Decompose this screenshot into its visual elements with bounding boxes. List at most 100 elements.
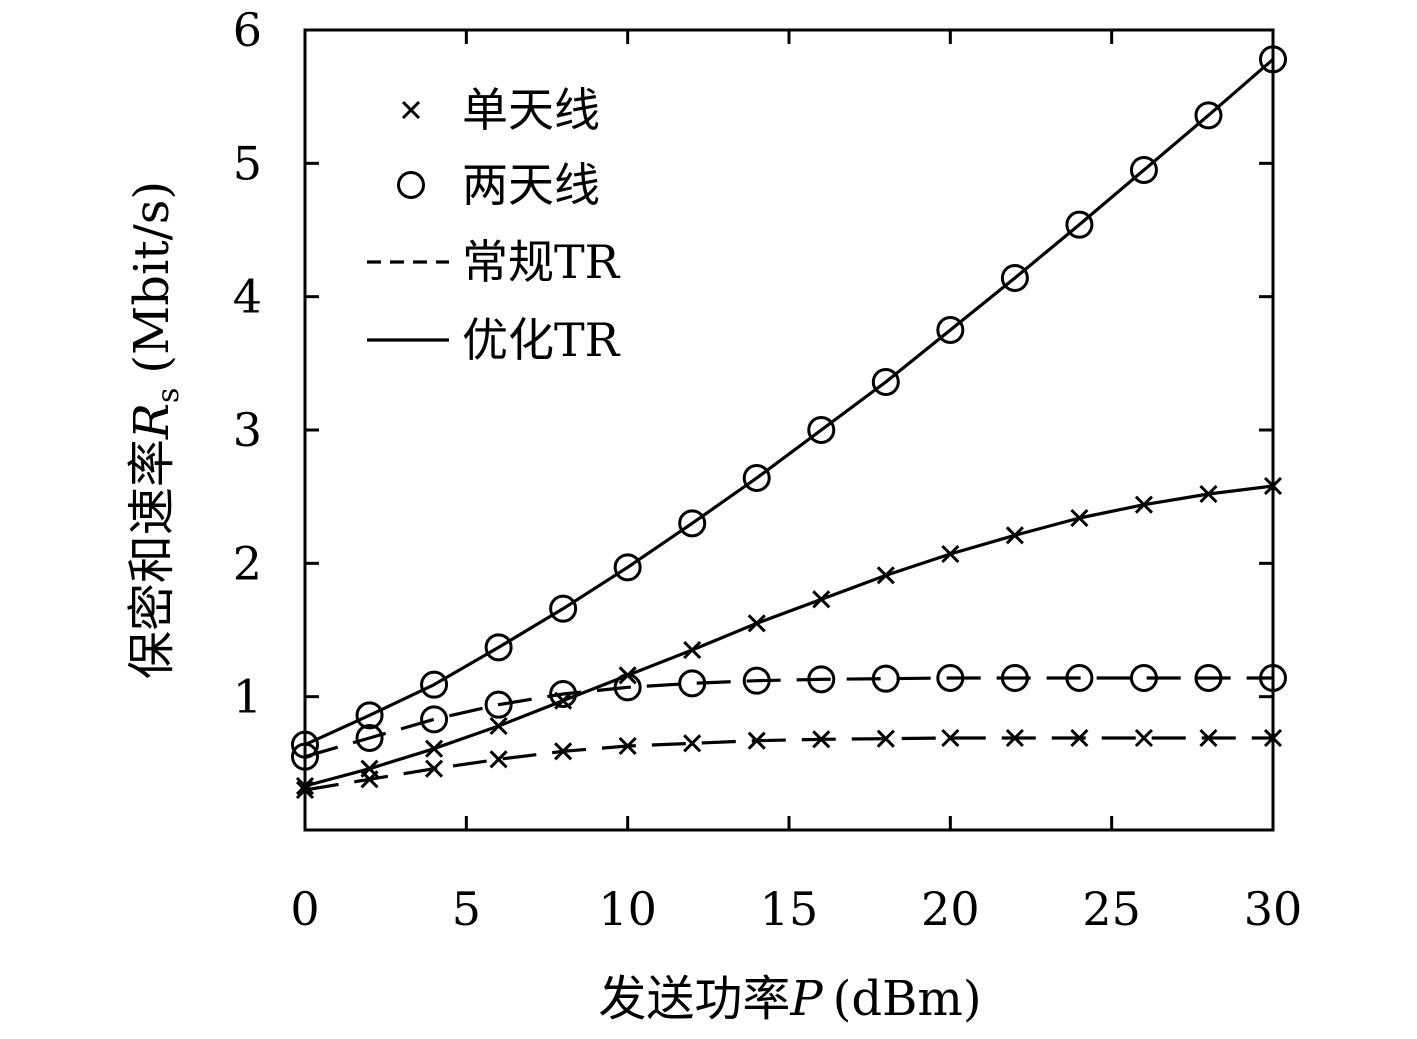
data-point [871,664,900,693]
data-point [489,716,508,736]
legend-item: 常规TR [367,235,621,289]
circle-marker [355,724,384,752]
x-axis-variable: P [789,971,823,1027]
circle-marker [613,673,642,702]
x-marker-stroke [876,566,895,585]
data-point [295,780,315,800]
x-marker-stroke [554,742,573,761]
data-point [618,736,637,756]
data-point [742,666,771,695]
x-marker-stroke [295,780,315,800]
legend-label: 两天线 [462,158,600,212]
circle-marker [936,664,965,692]
x-marker-stroke [1005,728,1024,748]
circle-marker [420,705,449,734]
x-marker-stroke [425,759,444,778]
x-tick-label: 25 [1082,882,1141,936]
x-marker-stroke [295,776,315,796]
data-point [1194,664,1223,692]
data-point [678,509,707,538]
x-marker-stroke [1070,508,1089,528]
data-point [484,690,513,719]
x-marker-stroke [1134,495,1153,514]
x-marker-stroke [812,730,831,749]
data-point [1129,156,1158,184]
circle-marker [291,730,319,759]
circle-marker [355,701,384,730]
y-tick-label: 1 [233,670,262,724]
data-point [291,730,319,759]
y-axis-unit: (Mbit/s) [124,181,180,374]
circle-marker [871,368,900,396]
circle-marker [549,680,578,708]
x-marker-stroke [1199,728,1218,748]
data-point [941,728,960,748]
x-marker-stroke [489,750,508,769]
x-marker-stroke [1263,476,1283,496]
circle-marker [1194,101,1223,130]
data-point [549,594,578,623]
circle-marker [742,464,771,492]
data-point [747,731,766,750]
legend-label: 单天线 [462,83,600,137]
data-point [1263,728,1283,748]
data-point [876,729,895,748]
x-tick-label: 0 [290,882,319,936]
circle-marker [420,670,449,699]
circle-marker [871,664,900,693]
circle-marker [1259,45,1287,74]
data-point [1199,728,1218,748]
x-marker-stroke [425,739,444,758]
y-tick-label: 4 [233,270,262,324]
data-point [812,730,831,749]
x-marker-stroke [876,729,895,748]
y-tick-label: 3 [233,403,262,457]
data-point [295,776,315,796]
x-tick-label: 5 [452,882,481,936]
x-marker-stroke [401,100,421,120]
data-point [936,664,965,692]
x-axis-label: 发送功率 [598,971,790,1027]
data-point [1005,728,1024,748]
data-point [420,670,449,699]
x-marker-stroke [941,728,960,748]
data-point [1005,526,1024,545]
data-point [1070,508,1089,528]
data-point [1194,101,1223,130]
circle-marker [291,742,319,771]
y-axis-title: 保密和速率Rs (Mbit/s) [124,181,186,679]
circle-marker [1129,664,1158,692]
y-axis-subscript: s [151,388,186,403]
data-point [613,673,642,702]
circle-marker [936,316,965,344]
series-line [304,736,1273,792]
x-marker-stroke [489,716,508,736]
x-tick-label: 15 [760,882,819,936]
circle-marker [1259,664,1287,692]
y-axis-label: 保密和速率 [124,439,180,679]
data-point [489,750,508,769]
data-point [812,590,831,609]
circle-marker [1194,664,1223,692]
data-point [807,665,836,694]
legend-item: 两天线 [397,158,600,212]
x-marker-stroke [1134,728,1153,748]
x-tick-label: 20 [921,882,980,936]
data-point [683,640,702,660]
data-point [425,739,444,758]
series-layer [291,45,1287,800]
y-tick-label: 5 [233,136,262,190]
data-point [1000,264,1029,292]
circle-marker [484,690,513,719]
data-point [549,680,578,708]
x-axis-unit: (dBm) [833,971,982,1027]
data-point [1065,664,1094,692]
axis-ticks: 0 5 10 15 20 25 30 1 2 3 4 5 6 [233,3,1303,936]
series-two-antenna-conventional-tr [291,664,1287,771]
data-point [871,368,900,396]
data-point [807,416,836,444]
series-single-antenna-conventional-tr [295,728,1283,800]
data-point [360,770,379,789]
data-point [1259,45,1287,74]
